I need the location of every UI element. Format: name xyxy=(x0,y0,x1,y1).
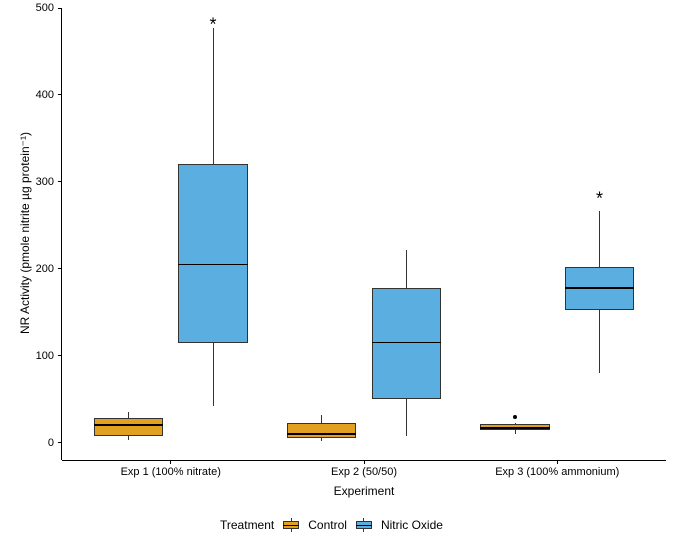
box-nitric-oxide xyxy=(372,288,441,399)
legend-key xyxy=(280,518,302,532)
legend: Treatment Control Nitric Oxide xyxy=(220,518,443,532)
x-tick-label: Exp 2 (50/50) xyxy=(331,466,397,478)
significance-marker: * xyxy=(596,189,603,210)
significance-marker: * xyxy=(209,15,216,36)
x-axis-title: Experiment xyxy=(62,484,666,498)
x-tick-label: Exp 3 (100% ammonium) xyxy=(495,466,619,478)
nr-activity-boxplot: 0100200300400500Exp 1 (100% nitrate)Exp … xyxy=(0,0,685,540)
x-tick-label: Exp 1 (100% nitrate) xyxy=(121,466,221,478)
box-nitric-oxide xyxy=(565,267,634,310)
box-nitric-oxide xyxy=(178,164,247,342)
legend-title: Treatment xyxy=(220,518,274,532)
plot-panel xyxy=(62,8,666,460)
legend-key xyxy=(353,518,375,532)
y-tick-label: 400 xyxy=(0,89,54,101)
legend-item-label: Control xyxy=(308,518,347,532)
legend-item-label: Nitric Oxide xyxy=(381,518,443,532)
outlier-point xyxy=(513,415,517,419)
y-tick-label: 500 xyxy=(0,2,54,14)
box-control xyxy=(287,423,356,438)
y-tick-label: 0 xyxy=(0,437,54,449)
box-control xyxy=(94,418,163,435)
y-axis-title: NR Activity (pmole nitrite µg protein⁻¹) xyxy=(18,113,32,353)
